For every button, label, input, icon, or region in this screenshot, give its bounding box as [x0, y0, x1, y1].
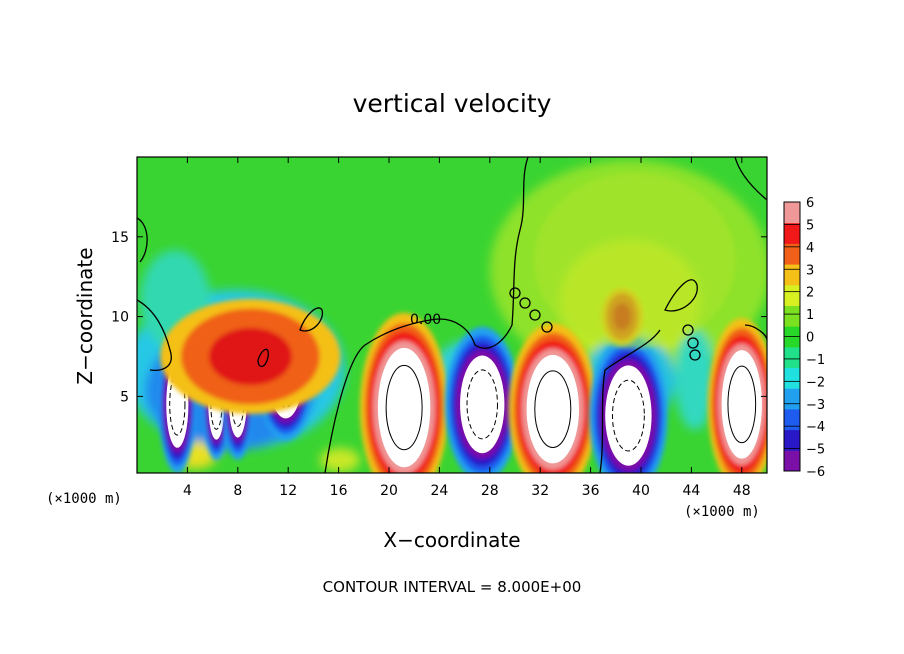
- x-tick-label: 40: [632, 483, 650, 499]
- y-tick-label: 10: [111, 310, 129, 326]
- zero-contour-ring-1: [299, 307, 324, 332]
- x-tick-label: 48: [733, 483, 751, 499]
- core-contour: [385, 364, 423, 451]
- plot-frame: [136, 156, 768, 474]
- colorbar-tick-label: −6: [806, 465, 825, 480]
- downdraft-core: [160, 299, 341, 414]
- colorbar-segment: [784, 284, 800, 306]
- contour-label: 0.00: [410, 312, 441, 328]
- y-tick-label: 15: [111, 230, 129, 246]
- colorbar-tick-label: −5: [806, 443, 825, 458]
- colorbar-segment: [784, 202, 800, 224]
- plot-area: 0.00: [137, 157, 767, 473]
- colorbar-tick-label: −2: [806, 375, 825, 390]
- colorbar-segment: [784, 243, 800, 265]
- colorbar-tick-label: 6: [806, 196, 814, 211]
- chart-title: vertical velocity: [353, 89, 552, 118]
- field-cells: [158, 172, 767, 473]
- colorbar-tick-label: −1: [806, 353, 825, 368]
- colorbar-segment: [784, 264, 800, 286]
- colorbar-tick-label: 3: [806, 263, 814, 278]
- x-tick-label: 44: [682, 483, 700, 499]
- x-units-left: (×1000 m): [46, 491, 122, 507]
- colorbar-segment: [784, 450, 800, 472]
- core-ring-inner: [208, 327, 292, 386]
- field-right-cyan: [675, 330, 715, 430]
- field-yellow-low-mid: [320, 448, 360, 472]
- x-tick-label: 20: [380, 483, 398, 499]
- core-contour: [611, 379, 645, 452]
- zero-contour-beads: [509, 287, 701, 361]
- core-contour: [534, 370, 572, 448]
- x-tick-label: 32: [531, 483, 549, 499]
- colorbar-tick-label: 0: [806, 331, 814, 346]
- x-axis: 4 8 12 16 20 24 28 32 36 40 44 48: [183, 157, 751, 499]
- colorbar-segment: [784, 429, 800, 451]
- zero-contour-left-top: [137, 217, 148, 263]
- core-contour: [466, 369, 498, 440]
- zero-contour-main: [324, 157, 529, 473]
- colorbar-segment: [784, 346, 800, 369]
- zero-contour-ring-2: [257, 348, 269, 368]
- y-axis-title: Z−coordinate: [73, 247, 97, 384]
- contour-interval-note: CONTOUR INTERVAL = 8.000E+00: [323, 578, 582, 596]
- x-tick-label: 36: [582, 483, 600, 499]
- colorbar-tick-label: 2: [806, 286, 814, 301]
- x-tick-label: 4: [183, 483, 192, 499]
- zero-contour-upper-right: [734, 157, 767, 201]
- colorbar-tick-label: 1: [806, 308, 814, 323]
- colorbar-segment: [784, 388, 800, 410]
- colorbar-segment: [784, 222, 800, 244]
- colorbar: 6 5 4 3 2 1 0 −1 −2 −3 −4 −5 −6: [783, 196, 825, 480]
- x-axis-title: X−coordinate: [383, 528, 520, 552]
- x-tick-label: 28: [481, 483, 499, 499]
- core-contour: [727, 365, 757, 444]
- colorbar-segment: [784, 367, 800, 389]
- colorbar-segment: [784, 305, 800, 327]
- colorbar-tick-label: −4: [806, 420, 825, 435]
- y-axis: 5 10 15: [111, 230, 767, 405]
- colorbar-tick-label: −3: [806, 398, 825, 413]
- x-tick-label: 16: [330, 483, 348, 499]
- colorbar-tick-label: 5: [806, 218, 814, 233]
- core-halo: [533, 172, 736, 349]
- y-tick-label: 5: [120, 389, 129, 405]
- zero-contours: [137, 157, 767, 473]
- x-tick-label: 24: [430, 483, 448, 499]
- zero-contour-right-column: [599, 329, 661, 473]
- zero-contour-left-mid: [137, 299, 172, 371]
- x-tick-label: 8: [233, 483, 242, 499]
- x-tick-label: 12: [279, 483, 297, 499]
- zero-contour-ring-3: [664, 279, 698, 312]
- colorbar-tick-label: 4: [806, 241, 814, 256]
- updraft-core: [533, 172, 736, 349]
- colorbar-segment: [784, 408, 800, 431]
- x-units-right: (×1000 m): [684, 504, 760, 520]
